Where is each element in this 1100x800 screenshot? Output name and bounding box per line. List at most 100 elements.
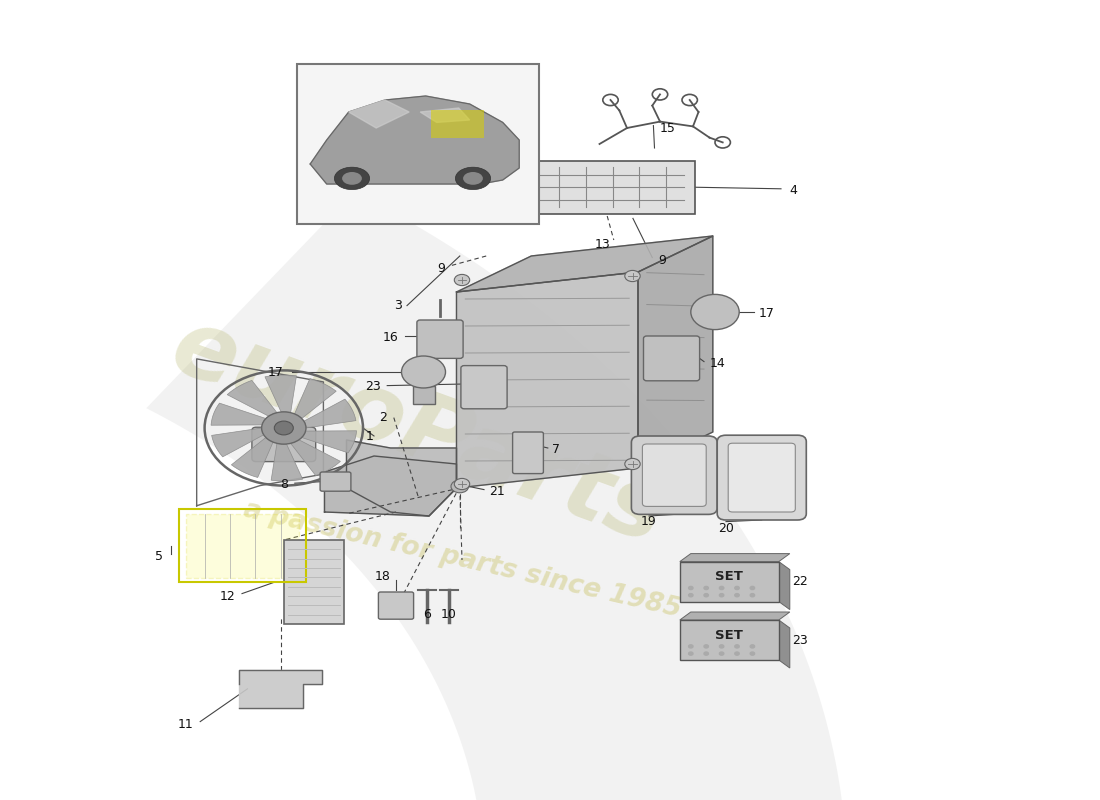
Circle shape: [735, 652, 739, 655]
Text: euroParts: euroParts: [158, 300, 678, 564]
Bar: [680, 620, 779, 660]
Text: 22: 22: [792, 575, 807, 588]
Polygon shape: [638, 236, 713, 468]
Circle shape: [704, 652, 708, 655]
PathPatch shape: [146, 192, 847, 800]
Circle shape: [735, 645, 739, 648]
Circle shape: [704, 594, 708, 597]
Circle shape: [454, 478, 470, 490]
Polygon shape: [265, 375, 297, 413]
Bar: [186, 514, 299, 578]
Text: 11: 11: [178, 718, 194, 730]
Text: 23: 23: [792, 634, 807, 646]
Polygon shape: [301, 430, 356, 453]
Circle shape: [691, 294, 739, 330]
Polygon shape: [779, 562, 790, 610]
Bar: [179, 509, 306, 582]
FancyBboxPatch shape: [642, 444, 706, 506]
Text: SET: SET: [715, 629, 744, 642]
Text: 23: 23: [365, 380, 381, 393]
Text: 8: 8: [280, 478, 288, 490]
Polygon shape: [231, 438, 273, 478]
Polygon shape: [456, 236, 713, 292]
Polygon shape: [271, 443, 303, 481]
Polygon shape: [304, 399, 356, 428]
Bar: [412, 386, 434, 404]
Circle shape: [689, 594, 693, 597]
Text: 18: 18: [375, 570, 390, 582]
Polygon shape: [346, 440, 456, 516]
Circle shape: [735, 594, 739, 597]
Polygon shape: [290, 440, 340, 476]
Circle shape: [750, 586, 755, 590]
Text: 21: 21: [490, 485, 505, 498]
Ellipse shape: [463, 172, 483, 185]
Polygon shape: [349, 100, 409, 128]
FancyBboxPatch shape: [417, 320, 463, 358]
Text: 6: 6: [422, 608, 431, 621]
Text: 9: 9: [438, 262, 446, 274]
FancyBboxPatch shape: [644, 336, 700, 381]
Circle shape: [274, 421, 294, 435]
Circle shape: [719, 586, 724, 590]
Circle shape: [625, 458, 640, 470]
Circle shape: [689, 645, 693, 648]
FancyBboxPatch shape: [513, 432, 543, 474]
Text: 7: 7: [552, 443, 560, 456]
Polygon shape: [295, 378, 337, 418]
Polygon shape: [779, 620, 790, 668]
Circle shape: [402, 356, 446, 388]
Text: a passion for parts since 1985: a passion for parts since 1985: [241, 497, 683, 623]
Text: 10: 10: [441, 608, 456, 621]
Text: 5: 5: [155, 550, 163, 562]
Polygon shape: [680, 554, 790, 562]
Circle shape: [719, 645, 724, 648]
Text: SET: SET: [715, 570, 744, 583]
Circle shape: [625, 270, 640, 282]
Bar: [297, 64, 539, 224]
Bar: [680, 562, 779, 602]
FancyBboxPatch shape: [461, 366, 507, 409]
Polygon shape: [420, 108, 470, 122]
Circle shape: [689, 652, 693, 655]
Circle shape: [750, 652, 755, 655]
Ellipse shape: [455, 167, 491, 190]
Circle shape: [704, 586, 708, 590]
Text: 14: 14: [710, 358, 725, 370]
Text: 16: 16: [383, 331, 398, 344]
Polygon shape: [680, 612, 790, 620]
Text: 2: 2: [379, 411, 387, 424]
Text: 17: 17: [759, 307, 774, 320]
Polygon shape: [211, 428, 264, 457]
Circle shape: [451, 480, 469, 493]
FancyBboxPatch shape: [252, 427, 316, 462]
Text: 20: 20: [718, 522, 734, 534]
Circle shape: [454, 274, 470, 286]
Text: 13: 13: [595, 238, 610, 250]
FancyBboxPatch shape: [378, 592, 414, 619]
Circle shape: [704, 645, 708, 648]
Circle shape: [689, 586, 693, 590]
Text: 3: 3: [394, 299, 402, 312]
Circle shape: [262, 412, 306, 444]
FancyBboxPatch shape: [320, 472, 351, 491]
Text: 19: 19: [641, 515, 657, 528]
Ellipse shape: [342, 172, 362, 185]
Polygon shape: [310, 96, 519, 184]
Polygon shape: [456, 272, 638, 488]
Ellipse shape: [334, 167, 370, 190]
Circle shape: [750, 594, 755, 597]
Bar: [284, 540, 344, 624]
Text: 9: 9: [658, 254, 666, 266]
FancyBboxPatch shape: [717, 435, 806, 520]
Text: 4: 4: [790, 184, 798, 197]
Bar: [431, 110, 484, 138]
Text: 12: 12: [220, 590, 235, 602]
Circle shape: [719, 594, 724, 597]
Circle shape: [735, 586, 739, 590]
Circle shape: [719, 652, 724, 655]
Polygon shape: [211, 403, 266, 426]
Text: 15: 15: [660, 122, 675, 134]
FancyBboxPatch shape: [476, 161, 695, 214]
FancyBboxPatch shape: [631, 436, 717, 514]
